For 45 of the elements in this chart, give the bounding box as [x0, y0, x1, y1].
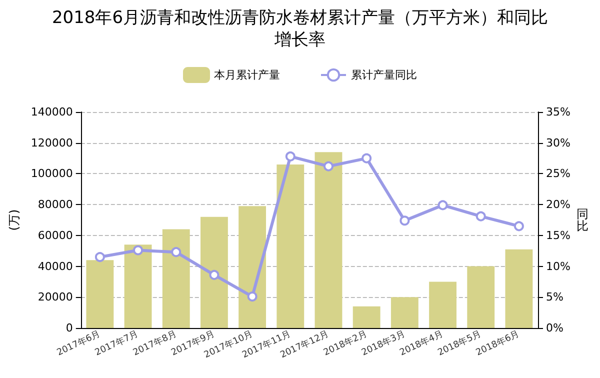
bar [276, 164, 304, 328]
point [324, 161, 334, 172]
point [285, 151, 296, 162]
y-tick-label: 100000 [30, 167, 73, 180]
bar [238, 206, 266, 328]
y-tick-label: 140000 [30, 106, 73, 118]
y-tick-label: 80000 [38, 198, 73, 212]
point [171, 247, 182, 258]
legend-label: 本月累计产量 [214, 68, 280, 82]
bar [505, 249, 533, 328]
y2-tick-label: 10% [546, 260, 570, 273]
y-tick-label: 0 [66, 322, 73, 334]
bar [124, 244, 152, 328]
y-tick-label: 60000 [38, 228, 73, 242]
bar [162, 229, 190, 328]
bar [314, 152, 342, 328]
y2-tick-label: 15% [546, 228, 570, 242]
bar [467, 266, 495, 328]
y2-axis-title: 同比 [576, 207, 588, 233]
y-axis-title: (万) [7, 209, 21, 231]
point [400, 216, 410, 226]
point [476, 211, 486, 222]
point [94, 252, 105, 262]
bar [86, 260, 114, 328]
point [362, 153, 372, 164]
y-tick-label: 120000 [30, 136, 73, 150]
bar [200, 216, 228, 328]
y2-tick-label: 20% [546, 198, 570, 212]
y2-tick-label: 25% [546, 167, 570, 180]
point [438, 200, 448, 210]
point [514, 221, 524, 232]
point [247, 292, 258, 302]
bar [390, 297, 418, 328]
point [133, 245, 144, 256]
y2-tick-label: 5% [546, 290, 564, 304]
point [209, 270, 220, 280]
y2-tick-label: 0% [546, 322, 564, 334]
y2-tick-label: 30% [546, 136, 570, 150]
chart-title: 2018年6月沥青和改性沥青防水卷材累计产量（万平方米）和同比增长率 [52, 8, 548, 50]
y2-tick-label: 35% [546, 106, 570, 118]
bar [352, 306, 380, 328]
y-tick-label: 20000 [38, 290, 73, 304]
legend-label: 累计产量同比 [351, 68, 417, 82]
bar [429, 282, 456, 328]
y-tick-label: 40000 [38, 260, 73, 273]
